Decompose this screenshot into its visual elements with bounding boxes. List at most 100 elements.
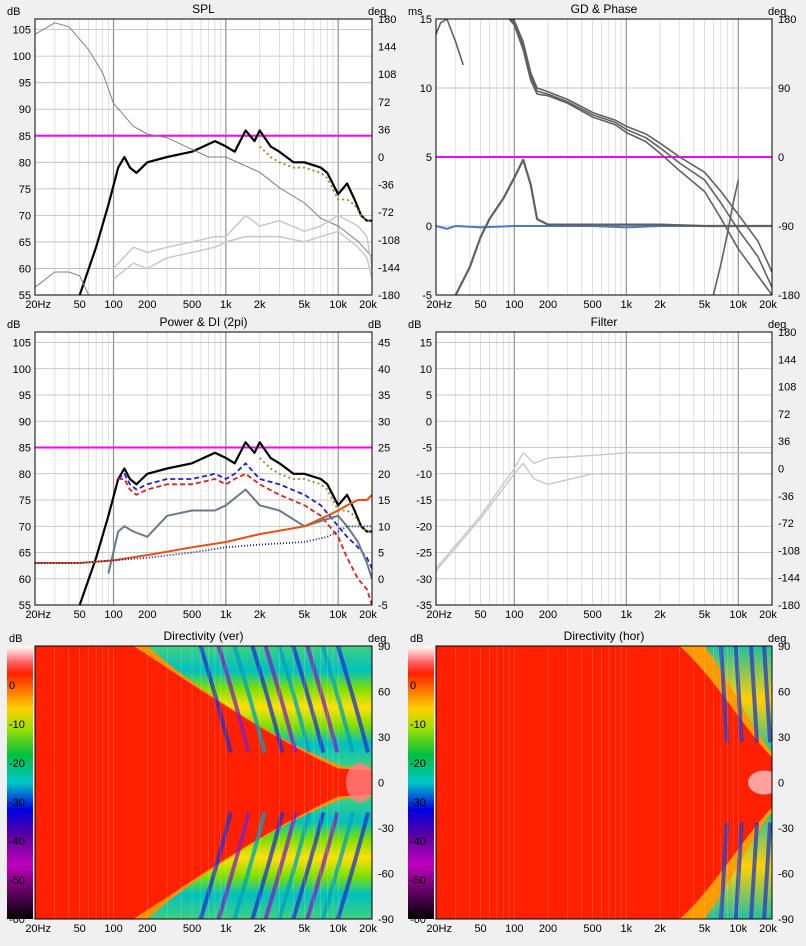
x-tick-label: 500	[183, 923, 201, 935]
y2-tick-label: -30	[378, 823, 394, 835]
null-stripe	[263, 812, 298, 919]
series-sound-power	[118, 472, 372, 605]
x-tick-label: 20Hz	[426, 609, 452, 621]
series-phase-wrap	[712, 179, 740, 295]
y2-tick-label: -30	[778, 823, 794, 835]
colorbar-tick-label: -30	[410, 797, 426, 809]
y-tick-label: -15	[416, 495, 432, 507]
colorbar-tick-label: -20	[410, 758, 426, 770]
x-tick-label: 100	[104, 923, 122, 935]
hot-spot	[346, 762, 372, 803]
y2-tick-label: 180	[778, 327, 796, 339]
null-stripe	[291, 812, 326, 919]
y-tick-label: -5	[422, 443, 432, 455]
chart-dir_hor: Directivity (hor) -60 -50 -40 -30 -20 -10 0 -90 -…	[408, 629, 794, 935]
y2-tick-label: -90	[778, 914, 794, 926]
x-tick-label: 100	[104, 299, 122, 311]
x-tick-label: 5k	[699, 609, 711, 621]
y-tick-label: 0	[426, 221, 432, 233]
x-tick-label: 500	[183, 609, 201, 621]
null-stripe	[320, 646, 355, 753]
x-tick-label: 1k	[220, 299, 232, 311]
plot-border	[34, 331, 373, 606]
y-tick-label: -20	[416, 521, 432, 533]
y-tick-label: 70	[19, 521, 31, 533]
x-tick-label: 200	[138, 923, 156, 935]
x-tick-label: 2k	[654, 299, 666, 311]
x-tick-label: 200	[138, 299, 156, 311]
plot-border	[435, 645, 773, 920]
x-tick-label: 200	[138, 609, 156, 621]
y2-tick-label: 0	[378, 152, 384, 164]
y-tick-label: 90	[19, 416, 31, 428]
x-tick-label: 2k	[254, 923, 266, 935]
heatmap-field	[35, 646, 372, 919]
colorbar-tick-label: -30	[9, 797, 25, 809]
y-tick-label: -30	[416, 574, 432, 586]
x-tick-label: 10k	[329, 923, 347, 935]
y-tick-label: -5	[422, 290, 432, 302]
null-stripe	[718, 822, 729, 919]
colorbar-tick-label: 0	[410, 680, 416, 692]
main-beam	[35, 774, 372, 791]
series-group	[436, 19, 772, 295]
y-tick-label: -25	[416, 548, 432, 560]
null-stripe	[198, 646, 233, 753]
x-tick-label: 1k	[220, 609, 232, 621]
y2-tick-label: -180	[778, 290, 800, 302]
null-stripe	[250, 812, 285, 919]
y-unit-label: dB	[408, 319, 421, 331]
null-stripe	[749, 822, 760, 919]
y2-tick-label: 36	[378, 124, 390, 136]
colorbar	[408, 646, 434, 919]
y2-tick-label: -90	[378, 914, 394, 926]
y2-unit-label: deg	[368, 633, 386, 645]
y2-unit-label: dB	[368, 319, 381, 331]
x-tick-label: 50	[474, 923, 486, 935]
y-tick-label: 60	[19, 263, 31, 275]
x-tick-label: 5k	[299, 299, 311, 311]
series-er-di	[35, 525, 372, 564]
series-distortion-3rd	[113, 230, 372, 280]
y2-tick-label: 90	[778, 83, 790, 95]
series-gd-excess	[454, 158, 772, 295]
null-stripe	[749, 646, 760, 743]
y2-tick-label: 36	[778, 436, 790, 448]
y-tick-label: 85	[19, 131, 31, 143]
series-phase-3	[508, 19, 772, 295]
z-unit-label: dB	[410, 633, 423, 645]
null-stripe	[336, 812, 370, 919]
y2-tick-label: 108	[778, 382, 796, 394]
y2-unit-label: deg	[368, 6, 386, 18]
x-tick-label: 50	[74, 609, 86, 621]
y-tick-label: -35	[416, 600, 432, 612]
x-tick-label: 20Hz	[426, 299, 452, 311]
plot-border	[34, 645, 373, 920]
x-tick-label: 100	[505, 609, 523, 621]
y2-tick-label: 45	[378, 338, 390, 350]
y2-tick-label: 20	[378, 469, 390, 481]
x-tick-label: 20Hz	[25, 299, 51, 311]
x-tick-label: 100	[505, 923, 523, 935]
series-average	[259, 145, 372, 222]
y2-tick-label: 10	[378, 521, 390, 533]
x-tick-label: 20Hz	[25, 609, 51, 621]
null-stripe	[216, 646, 251, 753]
x-tick-label: 50	[474, 609, 486, 621]
y2-unit-label: deg	[768, 633, 786, 645]
y2-tick-label: -108	[378, 235, 400, 247]
y2-tick-label: 40	[378, 364, 390, 376]
y-tick-label: 10	[420, 364, 432, 376]
null-stripe	[216, 812, 251, 919]
y2-tick-label: 60	[378, 687, 390, 699]
x-tick-label: 50	[74, 299, 86, 311]
y2-tick-label: 90	[378, 641, 390, 653]
x-tick-label: 10k	[329, 609, 347, 621]
null-stripe	[198, 812, 233, 919]
z-unit-label: dB	[9, 633, 22, 645]
series-phase-low	[35, 271, 90, 295]
y2-tick-label: 72	[378, 97, 390, 109]
null-stripe	[250, 646, 285, 753]
y2-tick-label: -60	[378, 869, 394, 881]
